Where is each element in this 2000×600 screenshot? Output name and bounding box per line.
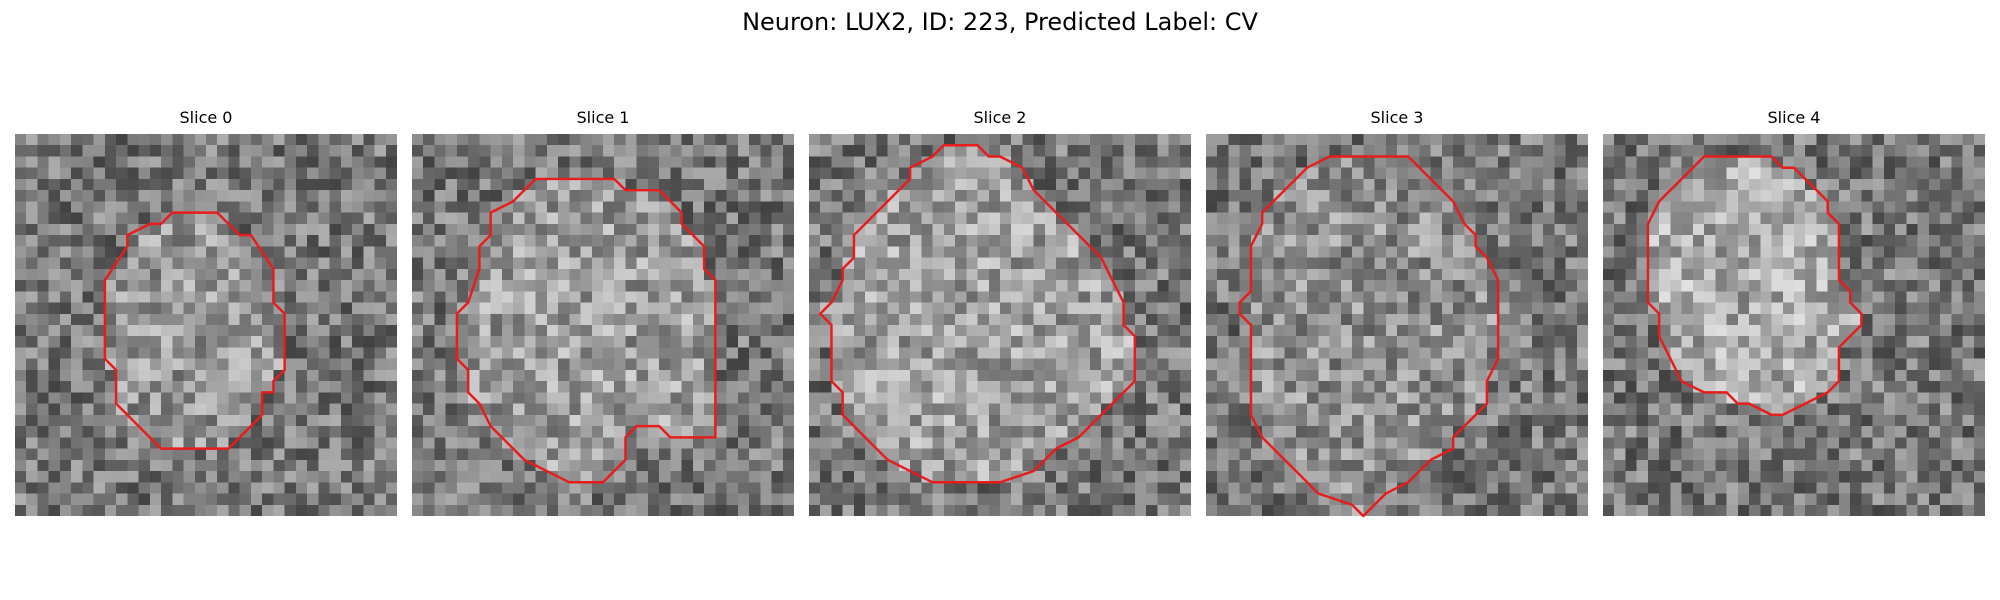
contour-overlay — [1646, 155, 1863, 417]
microscopy-slice-image — [1206, 134, 1588, 516]
microscopy-slice-image — [809, 134, 1191, 516]
microscopy-slice-image — [15, 134, 397, 516]
slice-title: Slice 2 — [973, 108, 1027, 127]
contour-overlay — [103, 211, 286, 450]
figure-title: Neuron: LUX2, ID: 223, Predicted Label: … — [742, 8, 1258, 36]
slice-title: Slice 3 — [1370, 108, 1424, 127]
neuron-contour — [455, 177, 717, 484]
neuron-contour — [1238, 155, 1500, 518]
slice-title: Slice 4 — [1767, 108, 1821, 127]
contour-overlay — [818, 143, 1137, 484]
slice-title: Slice 1 — [576, 108, 630, 127]
neuron-contour — [818, 143, 1137, 484]
microscopy-slice-image — [1603, 134, 1985, 516]
contour-overlay — [1238, 155, 1500, 518]
slice-title: Slice 0 — [179, 108, 233, 127]
neuron-contour — [1646, 155, 1863, 417]
neuron-contour — [103, 211, 286, 450]
microscopy-slice-image — [412, 134, 794, 516]
contour-overlay — [455, 177, 717, 484]
